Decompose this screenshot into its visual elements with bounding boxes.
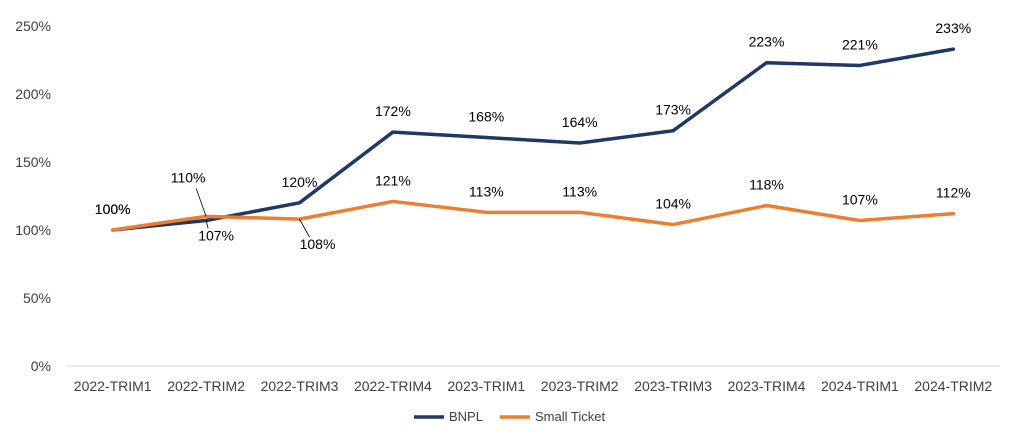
y-tick-label: 100% bbox=[15, 222, 51, 238]
data-label: 120% bbox=[282, 174, 318, 190]
data-label: 223% bbox=[749, 34, 785, 50]
x-tick-label: 2022-TRIM4 bbox=[354, 378, 432, 394]
data-label: 110% bbox=[171, 169, 206, 185]
label-leader-lines bbox=[195, 188, 310, 238]
data-labels: 100% 107% 120% 172% 168% 164% 173% 223% 221% 233%… bbox=[95, 20, 971, 252]
data-label: 108% bbox=[300, 236, 336, 252]
legend-item-small-ticket: Small Ticket bbox=[500, 409, 605, 424]
label-leader-line bbox=[205, 220, 209, 229]
x-tick-label: 2023-TRIM3 bbox=[634, 378, 712, 394]
y-tick-label: 0% bbox=[31, 358, 51, 374]
data-label: 173% bbox=[655, 102, 691, 118]
series-line-bnpl bbox=[110, 47, 956, 232]
series-lines bbox=[110, 47, 956, 232]
y-tick-label: 50% bbox=[23, 290, 51, 306]
data-label: 113% bbox=[562, 183, 597, 199]
series-line-small-ticket bbox=[110, 199, 956, 232]
legend-label: Small Ticket bbox=[535, 409, 605, 424]
data-label: 107% bbox=[198, 227, 234, 243]
legend-label: BNPL bbox=[449, 409, 483, 424]
y-tick-label: 250% bbox=[15, 18, 51, 34]
y-tick-label: 150% bbox=[15, 154, 51, 170]
x-tick-label: 2022-TRIM2 bbox=[167, 378, 245, 394]
y-axis: 0% 50% 100% 150% 200% 250% bbox=[15, 18, 51, 374]
x-tick-label: 2023-TRIM2 bbox=[541, 378, 619, 394]
x-tick-label: 2022-TRIM3 bbox=[261, 378, 339, 394]
data-label: 172% bbox=[375, 103, 411, 119]
data-label: 112% bbox=[936, 185, 971, 201]
data-label: 104% bbox=[655, 196, 691, 212]
data-label: 100% bbox=[95, 201, 131, 217]
data-label: 233% bbox=[935, 20, 971, 36]
legend: BNPL Small Ticket bbox=[414, 409, 605, 424]
data-label: 164% bbox=[562, 114, 598, 130]
label-leader-line bbox=[299, 218, 310, 238]
data-label: 113% bbox=[469, 183, 504, 199]
data-label: 118% bbox=[749, 177, 784, 193]
data-label: 121% bbox=[375, 172, 411, 188]
data-label: 100% bbox=[95, 201, 131, 217]
x-tick-label: 2023-TRIM1 bbox=[447, 378, 525, 394]
x-tick-label: 2024-TRIM2 bbox=[914, 378, 992, 394]
legend-item-bnpl: BNPL bbox=[414, 409, 483, 424]
y-tick-label: 200% bbox=[15, 86, 51, 102]
data-label: 168% bbox=[468, 109, 504, 125]
x-tick-label: 2023-TRIM4 bbox=[728, 378, 806, 394]
x-axis: 2022-TRIM1 2022-TRIM2 2022-TRIM3 2022-TRIM4… bbox=[66, 365, 1000, 394]
label-leader-line bbox=[195, 188, 207, 217]
x-tick-label: 2022-TRIM1 bbox=[74, 378, 152, 394]
data-label: 107% bbox=[842, 191, 878, 207]
x-tick-label: 2024-TRIM1 bbox=[821, 378, 899, 394]
data-label: 221% bbox=[842, 36, 878, 52]
